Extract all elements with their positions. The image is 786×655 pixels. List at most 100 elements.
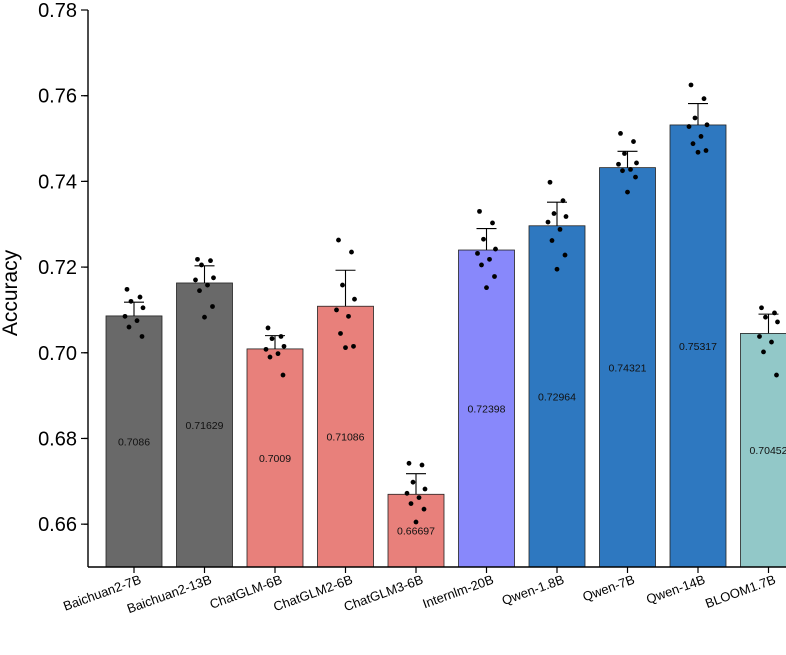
point-9-5: [769, 339, 774, 345]
x-tick-label-9: BLOOM1.7B: [703, 572, 777, 611]
point-0-1: [137, 294, 143, 300]
point-7-4: [616, 161, 621, 167]
point-5-3: [493, 246, 498, 252]
value-labels-layer: 0.7086 0.71629 0.7009 0.71086 0.66697 0.72398…: [118, 341, 786, 538]
point-8-4: [686, 124, 692, 129]
point-9-0: [759, 305, 764, 311]
point-4-5: [416, 495, 422, 500]
point-4-2: [410, 479, 416, 485]
point-9-6: [761, 349, 766, 355]
point-1-0: [195, 256, 200, 262]
point-1-4: [193, 277, 198, 283]
value-label-7: 0.74321: [609, 362, 647, 374]
point-1-1: [208, 258, 213, 264]
point-8-2: [692, 115, 698, 121]
x-tick-label-7: Qwen-7B: [580, 572, 636, 605]
point-1-7: [210, 304, 215, 309]
value-label-0: 0.7086: [118, 436, 150, 448]
point-3-1: [349, 249, 354, 255]
point-5-7: [492, 274, 497, 279]
bar-1: [176, 282, 233, 568]
point-1-8: [202, 314, 207, 320]
point-6-8: [554, 266, 560, 272]
point-2-5: [275, 351, 281, 357]
point-6-0: [547, 179, 553, 185]
point-4-3: [422, 486, 428, 492]
point-8-6: [690, 141, 696, 147]
point-2-6: [267, 354, 273, 360]
point-5-8: [484, 285, 489, 291]
point-0-6: [126, 324, 132, 330]
point-4-7: [421, 506, 427, 512]
point-0-7: [139, 334, 145, 339]
value-label-4: 0.66697: [397, 526, 435, 538]
point-5-1: [490, 220, 495, 226]
point-5-5: [487, 256, 492, 262]
point-3-8: [343, 345, 348, 351]
point-7-5: [628, 166, 633, 172]
point-9-4: [757, 334, 762, 339]
point-6-3: [563, 214, 569, 219]
point-6-4: [545, 219, 551, 225]
point-3-6: [338, 331, 343, 336]
point-2-7: [280, 372, 286, 378]
y-axis-label: Accuracy: [0, 249, 22, 336]
point-0-3: [140, 305, 146, 311]
value-label-2: 0.7009: [259, 453, 291, 465]
point-7-2: [622, 151, 627, 156]
bar-5: [458, 249, 515, 568]
point-8-3: [704, 122, 710, 128]
y-tick-label-3: 0.72: [38, 257, 77, 279]
y-tick-label-0: 0.66: [38, 514, 77, 536]
point-0-4: [122, 313, 128, 319]
point-8-0: [688, 82, 694, 88]
x-tick-label-3: ChatGLM2-6B: [271, 572, 354, 615]
value-label-9: 0.70452: [750, 445, 786, 457]
y-tick-label-4: 0.74: [38, 171, 77, 193]
point-1-3: [211, 275, 216, 281]
x-tick-label-8: Qwen-14B: [644, 572, 707, 607]
point-4-6: [408, 501, 414, 506]
point-4-1: [419, 462, 425, 468]
bars-layer: [105, 124, 786, 568]
y-tick-label-2: 0.70: [38, 343, 77, 365]
point-8-1: [701, 96, 707, 102]
point-7-8: [625, 189, 630, 195]
point-6-1: [560, 198, 566, 204]
point-4-4: [404, 490, 410, 496]
point-5-0: [477, 208, 482, 214]
x-tick-label-6: Qwen-1.8B: [500, 572, 566, 608]
point-5-2: [481, 236, 486, 242]
y-tick-label-6: 0.78: [38, 0, 77, 22]
x-tick-label-5: Internlm-20B: [420, 572, 495, 612]
bar-0: [105, 315, 163, 568]
point-9-3: [775, 319, 780, 325]
y-tick-label-5: 0.76: [38, 86, 77, 108]
point-3-3: [352, 296, 357, 302]
point-4-8: [413, 519, 419, 525]
point-6-7: [562, 252, 568, 258]
value-label-8: 0.75317: [679, 341, 717, 353]
point-7-1: [631, 139, 636, 144]
point-3-5: [346, 313, 351, 319]
point-3-4: [334, 307, 339, 313]
value-label-1: 0.71629: [186, 420, 224, 432]
point-0-5: [134, 318, 140, 324]
point-8-8: [695, 149, 701, 155]
point-6-2: [551, 211, 557, 216]
value-label-3: 0.71086: [327, 432, 365, 444]
point-8-7: [703, 148, 709, 153]
point-3-0: [336, 237, 341, 243]
point-1-6: [197, 288, 202, 294]
point-4-0: [406, 460, 412, 466]
bar-4: [387, 493, 445, 568]
point-8-5: [698, 133, 704, 139]
point-9-2: [763, 314, 768, 320]
point-5-6: [479, 262, 484, 268]
value-label-6: 0.72964: [538, 391, 576, 403]
point-0-2: [128, 298, 134, 304]
point-3-2: [340, 282, 345, 288]
point-2-1: [278, 334, 284, 339]
points-layer: [122, 82, 780, 525]
